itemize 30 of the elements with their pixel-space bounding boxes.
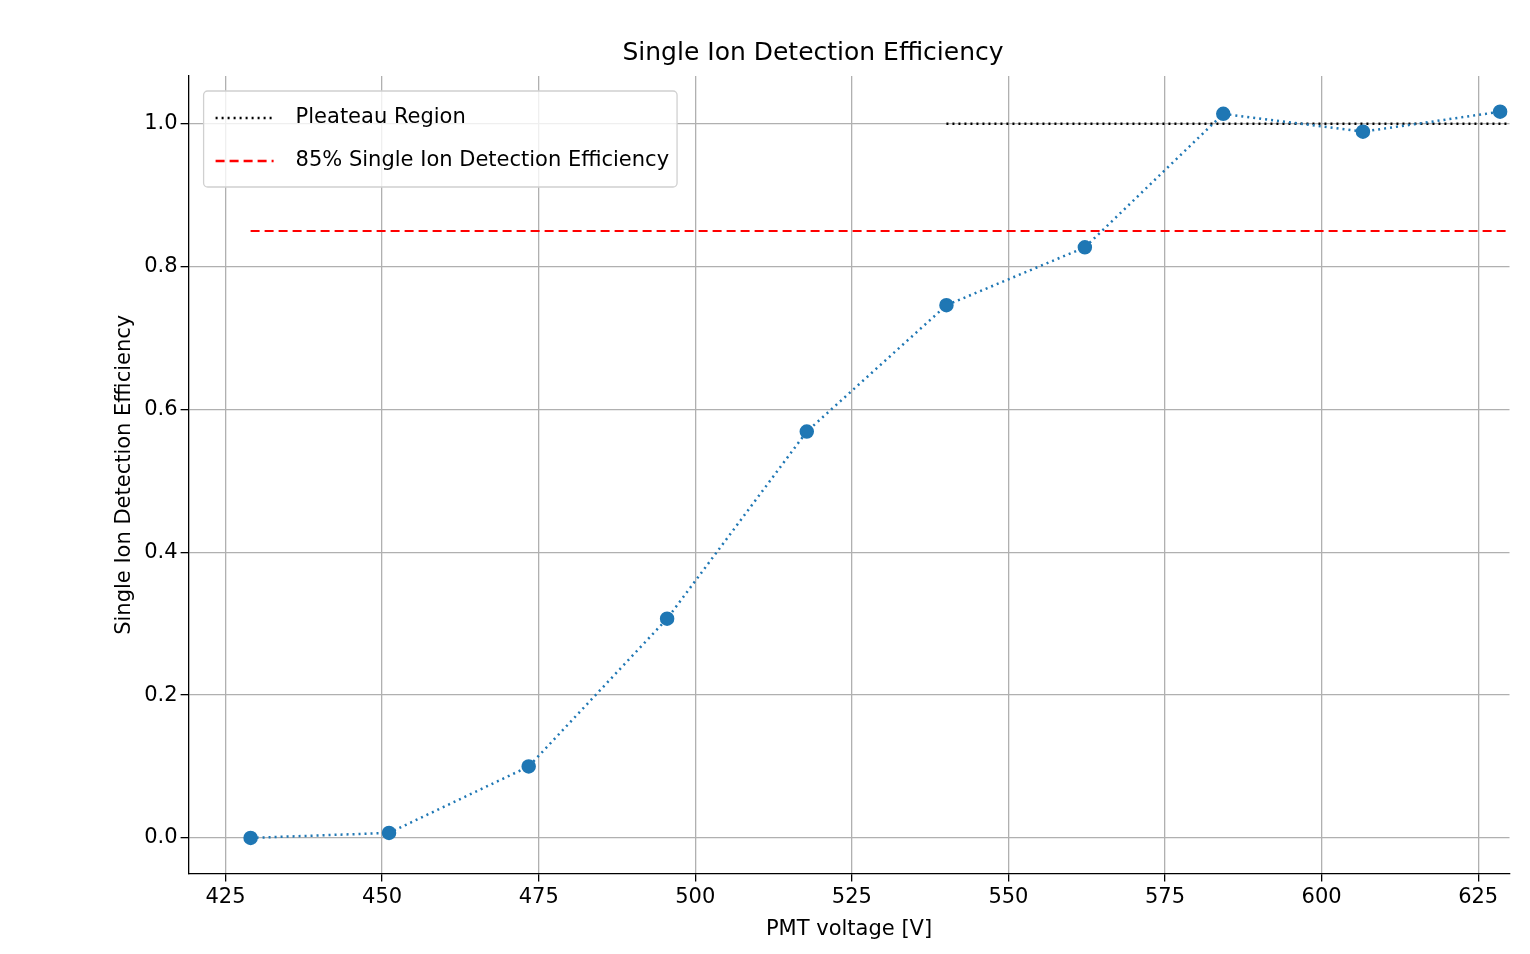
point xyxy=(1077,240,1093,255)
x-tick-label: 425 xyxy=(205,883,246,908)
x-tick-label: 475 xyxy=(518,883,559,908)
x-tick-label: 575 xyxy=(1144,883,1186,908)
point xyxy=(521,759,536,774)
x-tick-label: 625 xyxy=(1458,883,1499,908)
y-tick-label: 0.4 xyxy=(144,538,178,563)
point xyxy=(1355,124,1371,139)
x-axis-title: PMT voltage [V] xyxy=(765,915,933,940)
y-tick-label: 1.0 xyxy=(144,110,178,135)
y-tick-label: 0.8 xyxy=(144,253,178,278)
point xyxy=(243,830,258,846)
x-tick-label: 600 xyxy=(1301,883,1342,908)
x-tick-label: 525 xyxy=(831,883,872,908)
chart-title: Single Ion Detection Efficiency xyxy=(622,36,1004,66)
x-tick-label: 500 xyxy=(675,883,716,908)
point xyxy=(381,825,397,841)
y-tick-label: 0.2 xyxy=(144,681,178,706)
legend-label: Pleateau Region xyxy=(295,104,466,129)
y-tick-label: 0.0 xyxy=(144,824,178,849)
y-tick-label: 0.6 xyxy=(144,395,178,420)
point xyxy=(799,424,815,439)
point xyxy=(1216,106,1231,122)
point xyxy=(939,297,954,313)
point xyxy=(1492,104,1508,119)
legend-label: 85% Single Ion Detection Efficiency xyxy=(295,147,670,172)
x-tick-label: 550 xyxy=(988,883,1029,908)
y-axis-title: Single Ion Detection Efficiency xyxy=(111,314,136,635)
x-tick-label: 450 xyxy=(362,883,403,908)
point xyxy=(659,611,675,626)
